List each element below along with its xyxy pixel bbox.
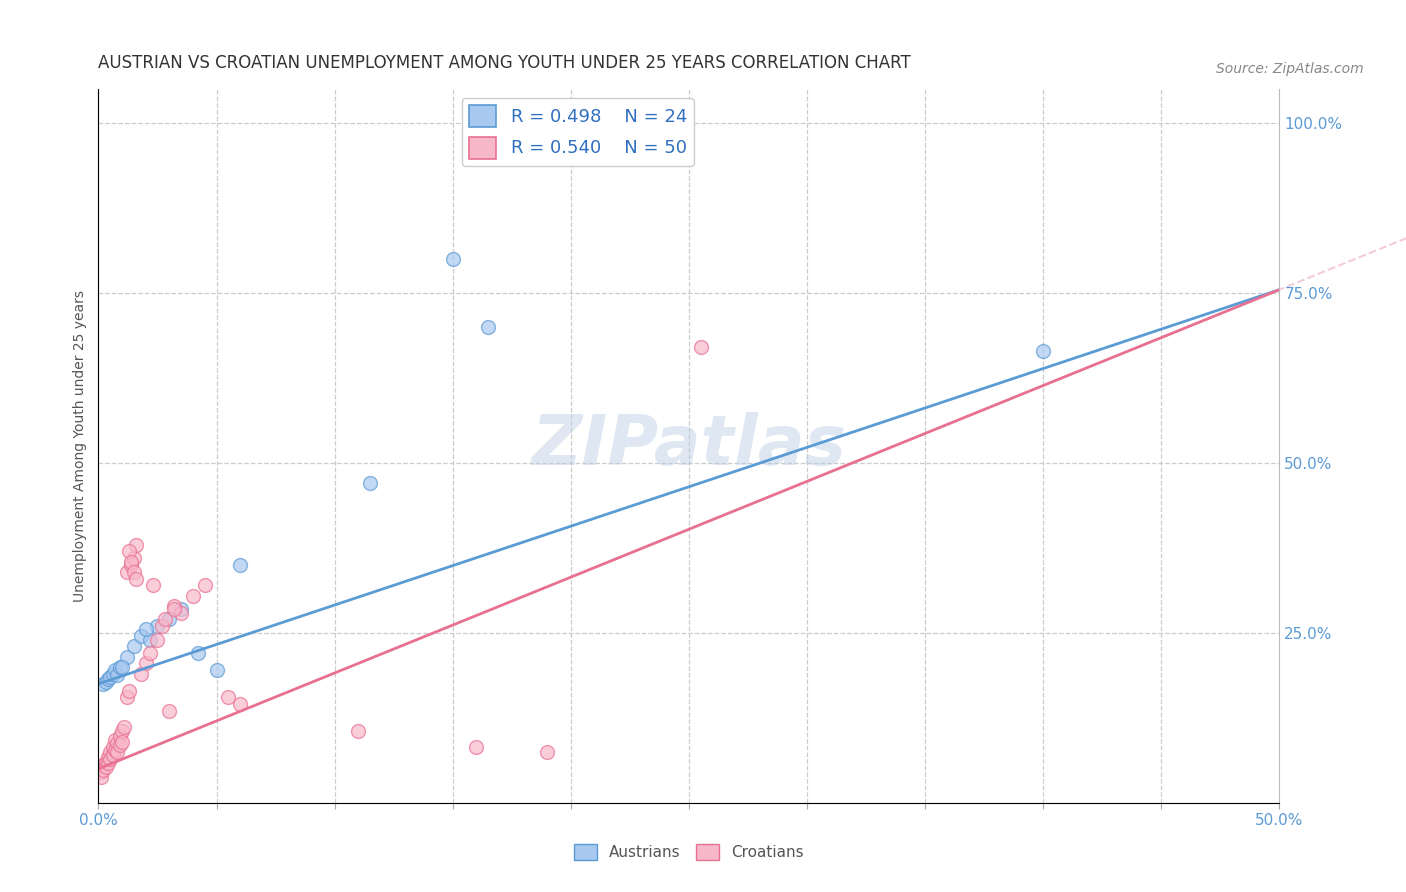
- Point: [98, 751, 121, 765]
- Point: [118, 683, 141, 698]
- Point: [441, 252, 464, 266]
- Point: [104, 663, 127, 677]
- Point: [111, 734, 134, 748]
- Point: [163, 602, 186, 616]
- Y-axis label: Unemployment Among Youth under 25 years: Unemployment Among Youth under 25 years: [73, 290, 87, 602]
- Point: [170, 606, 193, 620]
- Point: [194, 578, 217, 592]
- Point: [115, 690, 138, 705]
- Point: [465, 740, 488, 755]
- Point: [97, 756, 120, 771]
- Point: [115, 565, 138, 579]
- Point: [181, 589, 204, 603]
- Point: [163, 599, 186, 613]
- Point: [229, 558, 252, 572]
- Point: [146, 619, 169, 633]
- Point: [90, 770, 112, 784]
- Point: [105, 745, 128, 759]
- Point: [536, 745, 558, 759]
- Point: [101, 666, 124, 681]
- Point: [111, 660, 134, 674]
- Point: [104, 743, 127, 757]
- Point: [94, 760, 117, 774]
- Point: [689, 341, 711, 355]
- Text: Source: ZipAtlas.com: Source: ZipAtlas.com: [1216, 62, 1364, 77]
- Point: [91, 758, 114, 772]
- Point: [205, 663, 228, 677]
- Point: [115, 649, 138, 664]
- Point: [108, 738, 131, 752]
- Point: [105, 736, 128, 750]
- Point: [101, 748, 124, 763]
- Point: [108, 660, 131, 674]
- Point: [111, 724, 134, 739]
- Text: ZIPatlas: ZIPatlas: [531, 412, 846, 480]
- Point: [139, 632, 162, 647]
- Point: [170, 602, 193, 616]
- Point: [94, 755, 117, 769]
- Point: [129, 629, 152, 643]
- Point: [125, 537, 148, 551]
- Text: AUSTRIAN VS CROATIAN UNEMPLOYMENT AMONG YOUTH UNDER 25 YEARS CORRELATION CHART: AUSTRIAN VS CROATIAN UNEMPLOYMENT AMONG …: [98, 54, 911, 72]
- Point: [94, 674, 117, 689]
- Point: [477, 320, 499, 334]
- Point: [150, 619, 173, 633]
- Point: [229, 698, 252, 712]
- Point: [142, 578, 165, 592]
- Point: [157, 612, 180, 626]
- Point: [91, 677, 114, 691]
- Point: [101, 740, 124, 755]
- Point: [157, 704, 180, 718]
- Point: [125, 572, 148, 586]
- Point: [122, 551, 145, 566]
- Point: [135, 657, 157, 671]
- Point: [139, 646, 162, 660]
- Point: [108, 729, 131, 743]
- Point: [122, 640, 145, 654]
- Legend: Austrians, Croatians: Austrians, Croatians: [568, 838, 810, 866]
- Point: [187, 646, 209, 660]
- Point: [121, 558, 143, 572]
- Point: [347, 724, 370, 739]
- Point: [153, 612, 176, 626]
- Point: [118, 544, 141, 558]
- Point: [1032, 343, 1054, 358]
- Point: [90, 765, 112, 780]
- Point: [98, 745, 121, 759]
- Point: [104, 733, 127, 747]
- Point: [359, 476, 381, 491]
- Point: [91, 763, 114, 777]
- Point: [217, 690, 239, 705]
- Point: [97, 749, 120, 764]
- Point: [105, 668, 128, 682]
- Point: [146, 632, 169, 647]
- Point: [97, 672, 120, 686]
- Point: [135, 623, 157, 637]
- Point: [112, 720, 135, 734]
- Point: [98, 670, 121, 684]
- Point: [121, 555, 143, 569]
- Point: [129, 666, 152, 681]
- Point: [122, 565, 145, 579]
